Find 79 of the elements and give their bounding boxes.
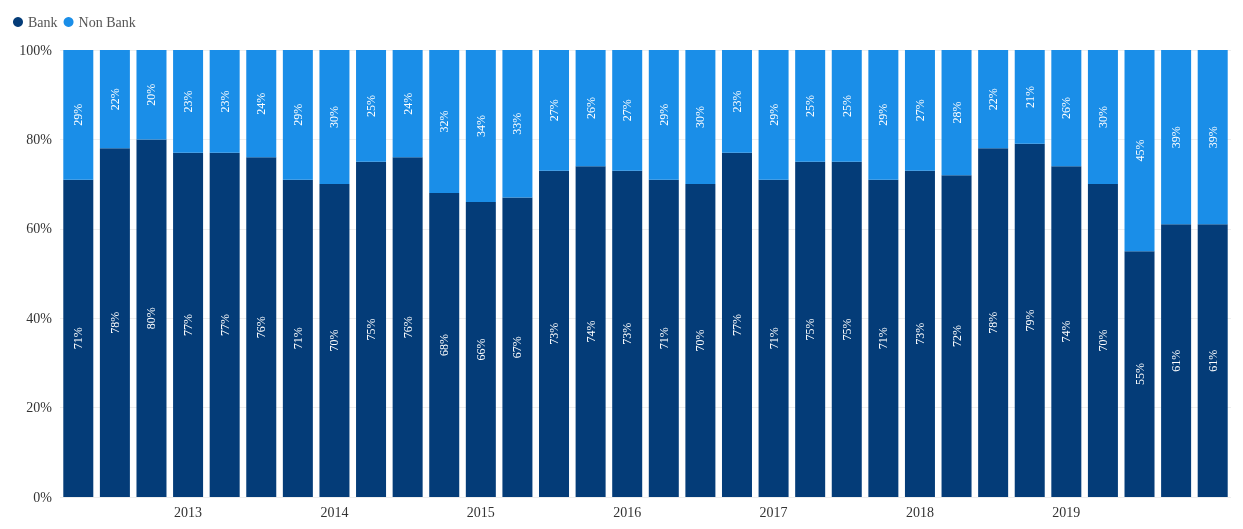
data-label: 61% bbox=[1205, 349, 1220, 372]
data-label: 23% bbox=[729, 90, 744, 113]
data-label: 28% bbox=[949, 101, 964, 124]
x-tick-label: 2019 bbox=[1052, 504, 1081, 520]
x-tick-label: 2015 bbox=[466, 504, 495, 520]
x-tick-label: 2017 bbox=[759, 504, 788, 520]
data-label: 77% bbox=[181, 313, 196, 336]
data-label: 25% bbox=[803, 94, 818, 117]
data-label: 22% bbox=[107, 88, 122, 111]
data-label: 21% bbox=[1022, 85, 1037, 108]
y-tick-label: 20% bbox=[26, 400, 53, 416]
data-label: 80% bbox=[144, 307, 159, 330]
x-tick-label: 2013 bbox=[174, 504, 203, 520]
data-label: 70% bbox=[693, 329, 708, 352]
data-label: 71% bbox=[876, 327, 891, 350]
data-label: 30% bbox=[693, 106, 708, 129]
data-label: 72% bbox=[949, 325, 964, 348]
data-label: 27% bbox=[547, 99, 562, 122]
data-label: 67% bbox=[510, 336, 525, 359]
data-label: 76% bbox=[254, 316, 269, 339]
y-tick-label: 40% bbox=[26, 310, 53, 326]
data-label: 73% bbox=[620, 322, 635, 345]
data-label: 26% bbox=[583, 97, 598, 120]
data-label: 29% bbox=[290, 103, 305, 126]
x-tick-label: 2014 bbox=[320, 504, 349, 520]
data-label: 75% bbox=[364, 318, 379, 341]
data-label: 75% bbox=[803, 318, 818, 341]
y-tick-label: 80% bbox=[26, 131, 53, 147]
data-label: 29% bbox=[656, 103, 671, 126]
data-label: 23% bbox=[217, 90, 232, 113]
data-label: 24% bbox=[254, 92, 269, 115]
y-tick-label: 0% bbox=[33, 489, 53, 505]
data-label: 27% bbox=[912, 99, 927, 122]
data-label: 78% bbox=[986, 311, 1001, 334]
data-label: 61% bbox=[1169, 349, 1184, 372]
data-label: 32% bbox=[437, 110, 452, 133]
data-label: 29% bbox=[71, 103, 86, 126]
legend-label: Bank bbox=[28, 14, 58, 30]
data-label: 24% bbox=[400, 92, 415, 115]
data-label: 39% bbox=[1169, 126, 1184, 149]
data-label: 39% bbox=[1205, 126, 1220, 149]
data-label: 25% bbox=[839, 94, 854, 117]
data-label: 71% bbox=[656, 327, 671, 350]
data-label: 30% bbox=[327, 106, 342, 129]
data-label: 68% bbox=[437, 334, 452, 357]
data-label: 66% bbox=[473, 338, 488, 361]
data-label: 20% bbox=[144, 83, 159, 106]
data-label: 75% bbox=[839, 318, 854, 341]
x-tick-label: 2016 bbox=[613, 504, 642, 520]
y-tick-label: 100% bbox=[19, 42, 53, 58]
data-label: 22% bbox=[986, 88, 1001, 111]
data-label: 73% bbox=[547, 322, 562, 345]
data-label: 33% bbox=[510, 112, 525, 135]
data-label: 29% bbox=[766, 103, 781, 126]
data-label: 26% bbox=[1059, 97, 1074, 120]
data-label: 73% bbox=[912, 322, 927, 345]
data-label: 30% bbox=[1095, 106, 1110, 129]
data-label: 71% bbox=[766, 327, 781, 350]
data-label: 77% bbox=[217, 313, 232, 336]
data-label: 70% bbox=[1095, 329, 1110, 352]
data-label: 70% bbox=[327, 329, 342, 352]
legend-label: Non Bank bbox=[78, 14, 136, 30]
data-label: 27% bbox=[620, 99, 635, 122]
data-label: 71% bbox=[71, 327, 86, 350]
data-label: 76% bbox=[400, 316, 415, 339]
data-label: 29% bbox=[876, 103, 891, 126]
data-label: 74% bbox=[583, 320, 598, 343]
data-label: 23% bbox=[181, 90, 196, 113]
data-label: 45% bbox=[1132, 139, 1147, 162]
x-tick-label: 2018 bbox=[905, 504, 934, 520]
data-label: 77% bbox=[729, 313, 744, 336]
data-label: 79% bbox=[1022, 309, 1037, 332]
data-label: 74% bbox=[1059, 320, 1074, 343]
data-label: 55% bbox=[1132, 363, 1147, 386]
data-label: 71% bbox=[290, 327, 305, 350]
y-tick-label: 60% bbox=[26, 221, 53, 237]
data-label: 25% bbox=[364, 94, 379, 117]
data-label: 78% bbox=[107, 311, 122, 334]
data-label: 34% bbox=[473, 114, 488, 137]
